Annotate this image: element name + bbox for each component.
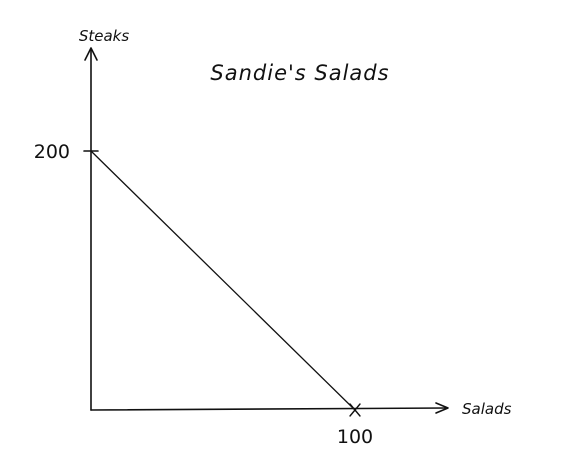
x-axis-label: Salads (462, 400, 512, 418)
x-tick-label: 100 (337, 426, 373, 448)
y-axis-arrowhead-icon (84, 47, 98, 61)
y-axis-label: Steaks (79, 27, 130, 45)
chart-title: Sandie's Salads (210, 61, 389, 85)
y-tick-label: 200 (34, 141, 70, 163)
x-axis-arrowhead-icon (435, 402, 449, 414)
x-axis-line (90, 407, 448, 411)
ppf-line (90, 150, 356, 411)
series-layer (90, 150, 356, 411)
ticks-layer: 200 100 (34, 141, 373, 448)
